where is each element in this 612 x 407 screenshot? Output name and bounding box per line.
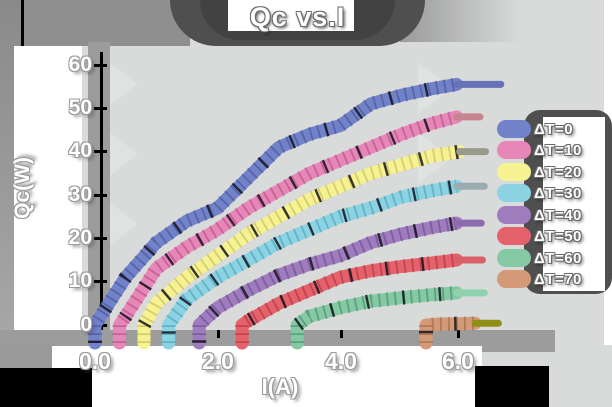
x-axis-title: I(A) — [261, 374, 299, 399]
title-white-patch — [228, 0, 354, 31]
x-tick-label-0: 0.0 — [79, 348, 111, 374]
x-tick-mark — [217, 330, 220, 338]
y-tick-label-20: 20 — [68, 226, 92, 249]
y-tick-mark — [94, 237, 107, 240]
bottom-left-black — [0, 368, 92, 407]
y-tick-mark — [94, 194, 107, 197]
series-hatch-2 — [137, 144, 461, 343]
series-line-5 — [235, 253, 464, 350]
ylabel-white-panel — [14, 46, 82, 343]
bottom-right-light — [549, 352, 612, 407]
series-hatch-4 — [192, 216, 458, 343]
y-tick-label-40: 40 — [68, 139, 92, 162]
y-tick-label-50: 50 — [68, 96, 92, 119]
series-line-3 — [162, 179, 464, 350]
series-hatch-dark-6 — [290, 285, 458, 343]
series-hatch-dark-0 — [88, 77, 458, 343]
y-tick-label-0: 0 — [80, 313, 92, 336]
x-tick-mark — [340, 330, 343, 338]
y-tick-mark — [94, 150, 107, 153]
y-tick-label-60: 60 — [68, 53, 92, 76]
x-tick-label-2: 2.0 — [202, 348, 234, 374]
bottom-left-gray — [0, 344, 55, 370]
y-axis-spine — [100, 52, 103, 330]
xtick-white-band — [52, 346, 482, 407]
x-tick-label-6: 6.0 — [442, 348, 474, 374]
y-tick-mark — [94, 107, 107, 110]
y-tick-label-30: 30 — [68, 183, 92, 206]
x-tick-mark — [457, 330, 460, 338]
chart-title: Qc vs.I — [249, 2, 346, 32]
y-axis-title: Qc(W) — [11, 157, 34, 219]
y-tick-mark — [94, 64, 107, 67]
bottom-right-black — [475, 366, 549, 407]
series-hatch-dark-7 — [419, 316, 476, 343]
y-tick-mark — [94, 280, 107, 283]
frame-top-left — [0, 0, 190, 46]
x-tick-label-4: 4.0 — [325, 348, 357, 374]
series-hatch-6 — [290, 285, 458, 343]
y-tick-label-10: 10 — [68, 269, 92, 292]
series-hatch-1 — [112, 110, 459, 343]
